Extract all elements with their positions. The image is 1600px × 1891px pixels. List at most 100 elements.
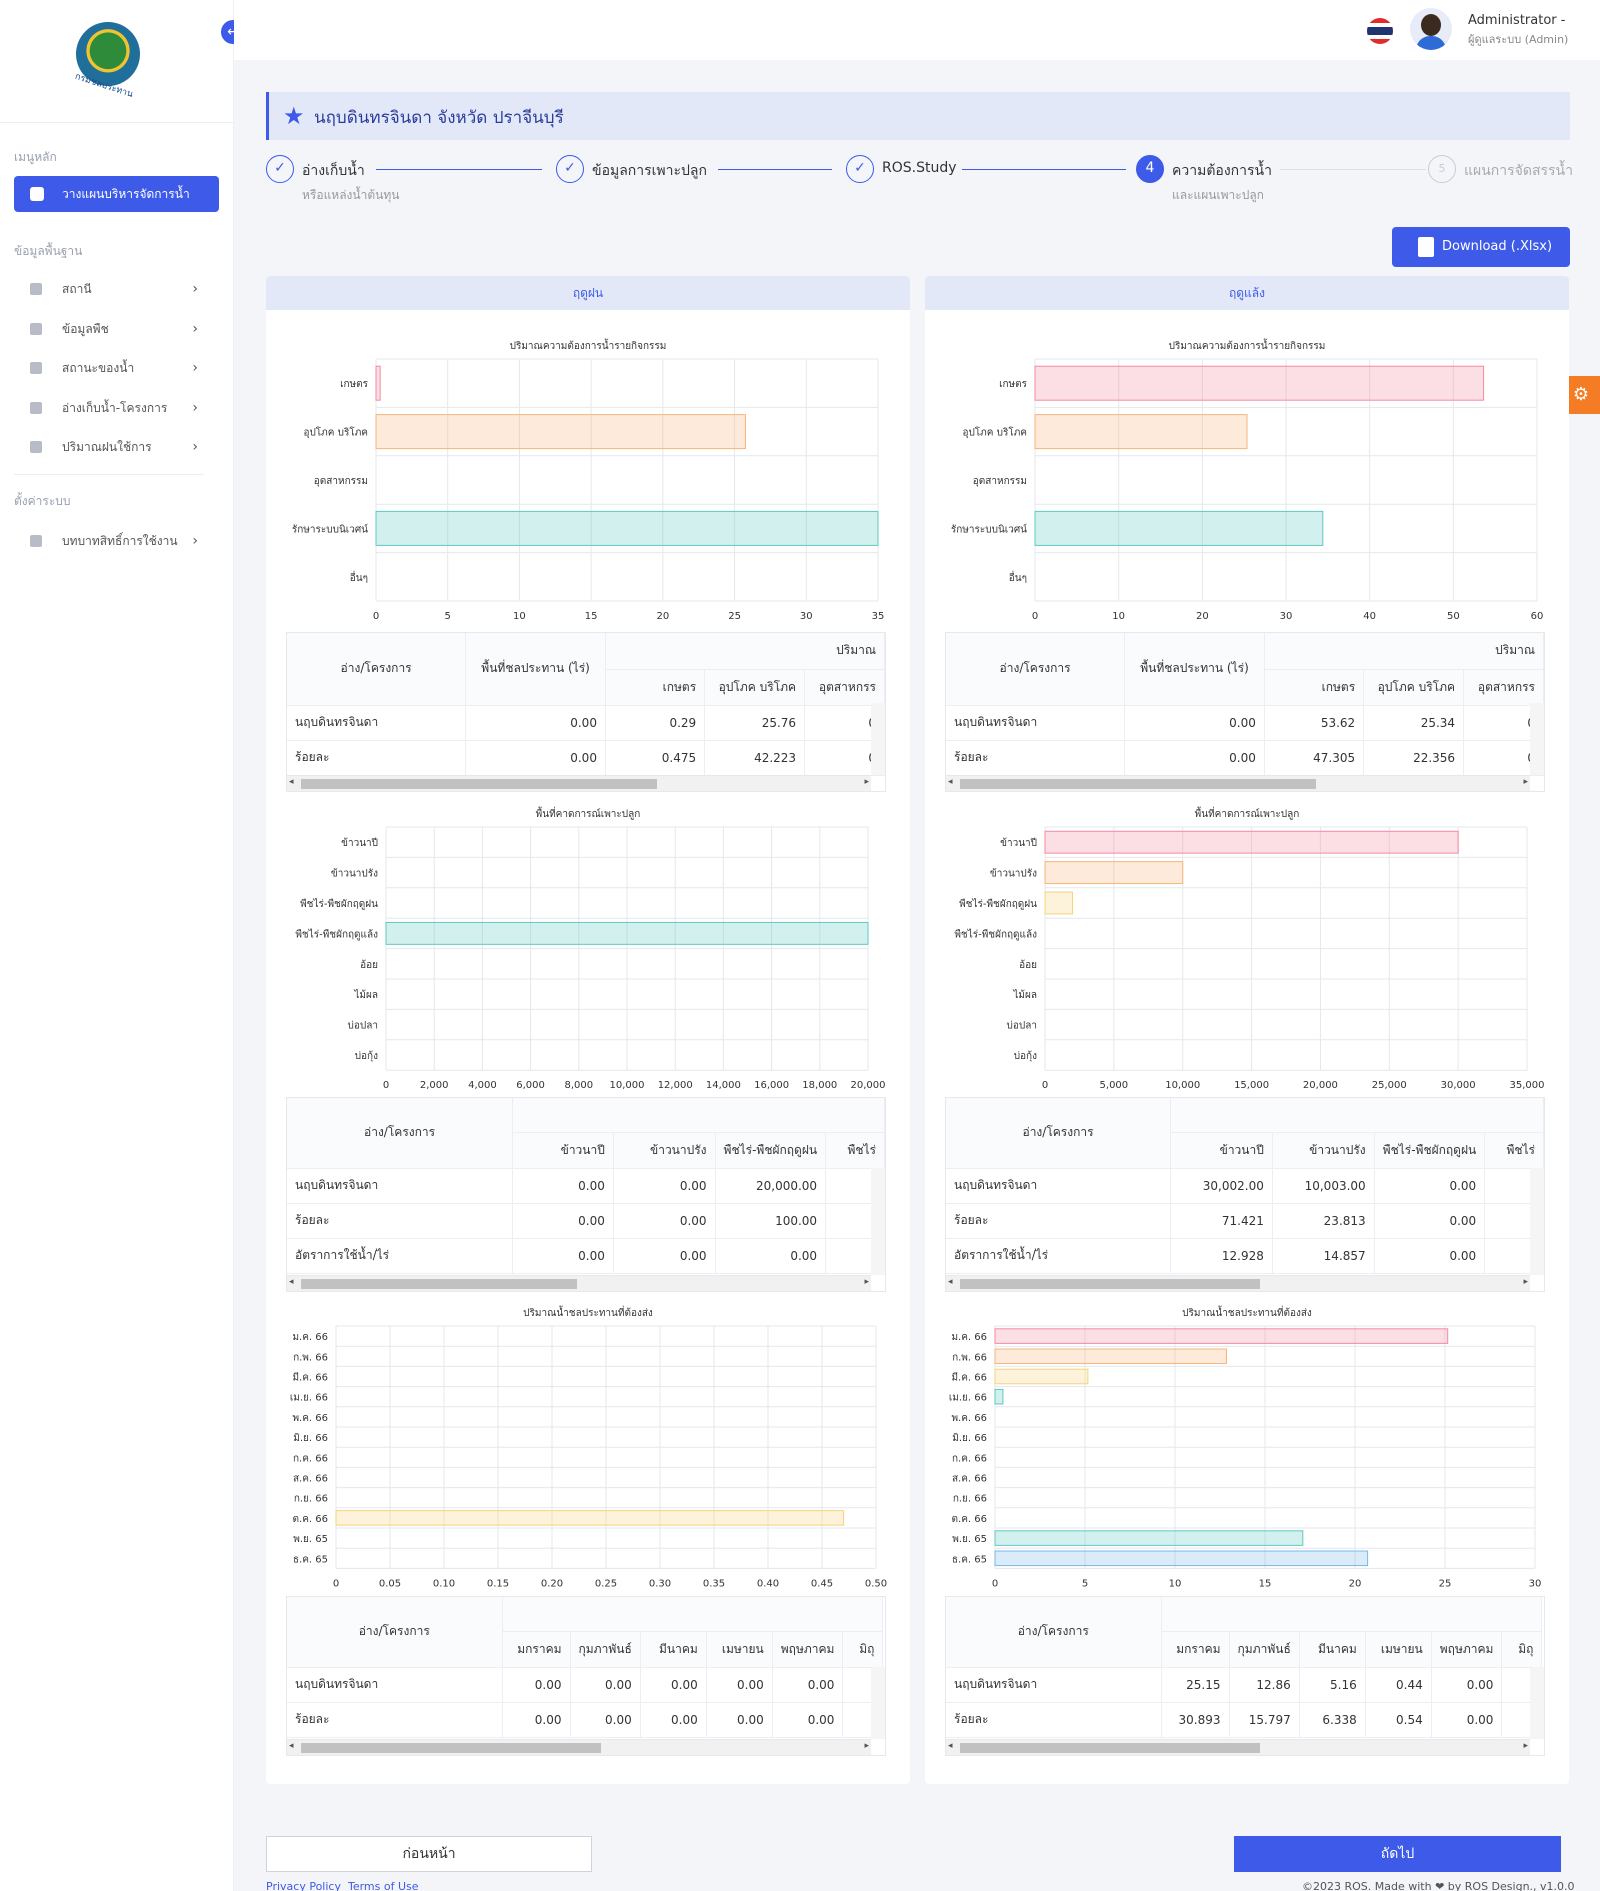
table-cell: 30.893 (1161, 1702, 1230, 1738)
scroll-thumb[interactable] (301, 1743, 601, 1753)
vertical-scrollbar[interactable] (871, 1667, 885, 1739)
horizontal-scrollbar[interactable]: ◂ ▸ (946, 1739, 1530, 1755)
scroll-left-icon[interactable]: ◂ (289, 1741, 294, 1751)
step-number: 4 (1136, 155, 1164, 183)
table-cell: 47.305 (1264, 740, 1365, 776)
thai-flag-icon[interactable] (1367, 18, 1393, 44)
table-row: อัตราการใช้น้ำ/ไร่ 12.928 14.857 0.00 (946, 1238, 1544, 1274)
user-name[interactable]: Administrator - (1468, 13, 1566, 28)
bar[interactable] (1044, 830, 1459, 854)
horizontal-scrollbar[interactable]: ◂ ▸ (287, 1275, 871, 1291)
bar[interactable] (375, 414, 746, 450)
privacy-policy-link[interactable]: Privacy Policy (266, 1880, 341, 1891)
horizontal-scrollbar[interactable]: ◂ ▸ (946, 1275, 1530, 1291)
bar[interactable] (994, 1530, 1304, 1546)
department-logo[interactable] (76, 22, 140, 86)
category-label: มิ.ย. 66 (293, 1433, 328, 1444)
tick-label: 10 (513, 611, 526, 622)
vertical-scrollbar[interactable] (871, 703, 885, 775)
table-cell: 0.00 (613, 1203, 716, 1239)
category-label: ธ.ค. 65 (952, 1554, 987, 1565)
avatar[interactable] (1410, 8, 1452, 50)
scroll-right-icon[interactable]: ▸ (864, 1277, 869, 1287)
column-header: ข้าวนาปี (1170, 1132, 1273, 1169)
table-row: นฤบดินทรจินดา 30,002.00 10,003.00 0.00 (946, 1168, 1544, 1204)
category-label: ธ.ค. 65 (293, 1554, 328, 1565)
table-cell: 0.00 (1124, 705, 1265, 741)
bar[interactable] (1034, 414, 1248, 450)
previous-button[interactable]: ก่อนหน้า (266, 1836, 592, 1872)
scroll-thumb[interactable] (960, 1279, 1260, 1289)
category-label: บ่อปลา (348, 1021, 378, 1032)
scroll-thumb[interactable] (960, 779, 1316, 789)
bar[interactable] (994, 1348, 1227, 1365)
category-label: อุตสาหกรรม (973, 476, 1027, 487)
horizontal-scrollbar[interactable]: ◂ ▸ (287, 1739, 871, 1755)
settings-heading: ตั้งค่าระบบ (14, 494, 71, 508)
bar[interactable] (335, 1510, 845, 1526)
scroll-left-icon[interactable]: ◂ (948, 1277, 953, 1287)
vertical-scrollbar[interactable] (1530, 703, 1544, 775)
scroll-right-icon[interactable]: ▸ (1523, 777, 1528, 787)
terms-of-use-link[interactable]: Terms of Use (347, 1880, 419, 1891)
step-connector (962, 169, 1126, 170)
bar[interactable] (994, 1368, 1089, 1385)
scroll-thumb[interactable] (960, 1743, 1260, 1753)
vertical-scrollbar[interactable] (1530, 1667, 1544, 1739)
tick-label: 35 (872, 611, 885, 622)
download-xlsx-button[interactable]: Download (.Xlsx) (1392, 227, 1570, 267)
bar[interactable] (375, 365, 381, 401)
bar[interactable] (1044, 861, 1184, 885)
bar[interactable] (385, 921, 869, 945)
tick-label: 6,000 (516, 1080, 545, 1091)
tick-label: 0.15 (487, 1578, 509, 1589)
column-header: มีนาคม (640, 1631, 707, 1668)
scroll-left-icon[interactable]: ◂ (289, 1277, 294, 1287)
bar[interactable] (994, 1388, 1004, 1405)
sidebar-item-station[interactable]: สถานี › (30, 277, 210, 301)
scroll-left-icon[interactable]: ◂ (948, 1741, 953, 1751)
step-label: ข้อมูลการเพาะปลูก (592, 163, 707, 179)
category-label: พืชไร่-พืชผักฤดูแล้ง (295, 928, 378, 940)
scroll-right-icon[interactable]: ▸ (1523, 1741, 1528, 1751)
scroll-right-icon[interactable]: ▸ (864, 777, 869, 787)
scroll-left-icon[interactable]: ◂ (948, 777, 953, 787)
sidebar-item-effective-rainfall[interactable]: ปริมาณฝนใช้การ › (30, 435, 210, 459)
horizontal-scrollbar[interactable]: ◂ ▸ (287, 775, 871, 791)
horizontal-scrollbar[interactable]: ◂ ▸ (946, 775, 1530, 791)
category-label: อุตสาหกรรม (314, 476, 368, 487)
column-header: พื้นที่ชลประทาน (ไร่) (465, 633, 606, 706)
vertical-scrollbar[interactable] (1530, 1168, 1544, 1275)
data-table: อ่าง/โครงการ มกราคม กุมภาพันธ์ มีนาคม เมษายน… (287, 1597, 884, 1738)
column-header: อ่าง/โครงการ (287, 633, 467, 706)
step-connector (1280, 169, 1426, 170)
table-cell: อัตราการใช้น้ำ/ไร่ (946, 1238, 1172, 1274)
scroll-thumb[interactable] (301, 1279, 577, 1289)
bar[interactable] (994, 1328, 1449, 1344)
bar[interactable] (994, 1550, 1369, 1567)
sidebar-item-water-status[interactable]: สถานะของน้ำ › (30, 356, 210, 380)
sidebar-item-reservoir-project[interactable]: อ่างเก็บน้ำ-โครงการ › (30, 396, 210, 420)
sidebar-item-water-planning[interactable]: วางแผนบริหารจัดการน้ำ (14, 176, 219, 212)
bar[interactable] (1034, 510, 1324, 546)
sidebar-item-label: วางแผนบริหารจัดการน้ำ (62, 187, 190, 201)
bar[interactable] (375, 510, 879, 546)
sidebar-item-roles[interactable]: บทบาทสิทธิ์การใช้งาน › (30, 529, 210, 553)
scroll-thumb[interactable] (301, 779, 657, 789)
step-label: ความต้องการน้ำ (1172, 163, 1272, 179)
table-cell: 0.44 (1365, 1667, 1432, 1703)
user-role: ผู้ดูแลระบบ (Admin) (1468, 33, 1569, 46)
bar[interactable] (1034, 365, 1485, 401)
tick-label: 5,000 (1100, 1080, 1129, 1091)
next-button[interactable]: ถัดไป (1234, 1836, 1561, 1872)
scroll-right-icon[interactable]: ▸ (864, 1741, 869, 1751)
category-label: พ.ค. 66 (951, 1413, 987, 1424)
tick-label: 0.40 (757, 1578, 779, 1589)
scroll-right-icon[interactable]: ▸ (1523, 1277, 1528, 1287)
scroll-left-icon[interactable]: ◂ (289, 777, 294, 787)
vertical-scrollbar[interactable] (871, 1168, 885, 1275)
sidebar-item-crop-data[interactable]: ข้อมูลพืช › (30, 317, 210, 341)
table-cell: 71.421 (1170, 1203, 1273, 1239)
bar[interactable] (1044, 891, 1074, 915)
